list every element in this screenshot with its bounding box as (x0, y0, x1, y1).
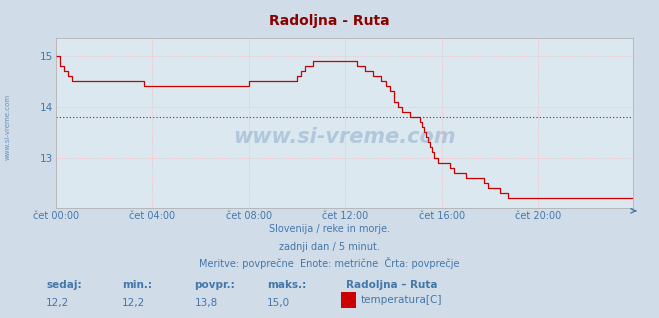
Text: maks.:: maks.: (267, 280, 306, 290)
Text: 15,0: 15,0 (267, 298, 290, 308)
Text: 13,8: 13,8 (194, 298, 217, 308)
Text: Radoljna - Ruta: Radoljna - Ruta (269, 14, 390, 28)
Text: www.si-vreme.com: www.si-vreme.com (5, 94, 11, 160)
Text: Radoljna – Ruta: Radoljna – Ruta (346, 280, 438, 290)
Text: temperatura[C]: temperatura[C] (361, 295, 443, 305)
Text: 12,2: 12,2 (122, 298, 145, 308)
Text: sedaj:: sedaj: (46, 280, 82, 290)
Text: Slovenija / reke in morje.: Slovenija / reke in morje. (269, 224, 390, 234)
Text: 12,2: 12,2 (46, 298, 69, 308)
Text: min.:: min.: (122, 280, 152, 290)
Text: www.si-vreme.com: www.si-vreme.com (233, 127, 455, 147)
Text: povpr.:: povpr.: (194, 280, 235, 290)
Text: Meritve: povprečne  Enote: metrične  Črta: povprečje: Meritve: povprečne Enote: metrične Črta:… (199, 257, 460, 269)
Text: zadnji dan / 5 minut.: zadnji dan / 5 minut. (279, 242, 380, 252)
